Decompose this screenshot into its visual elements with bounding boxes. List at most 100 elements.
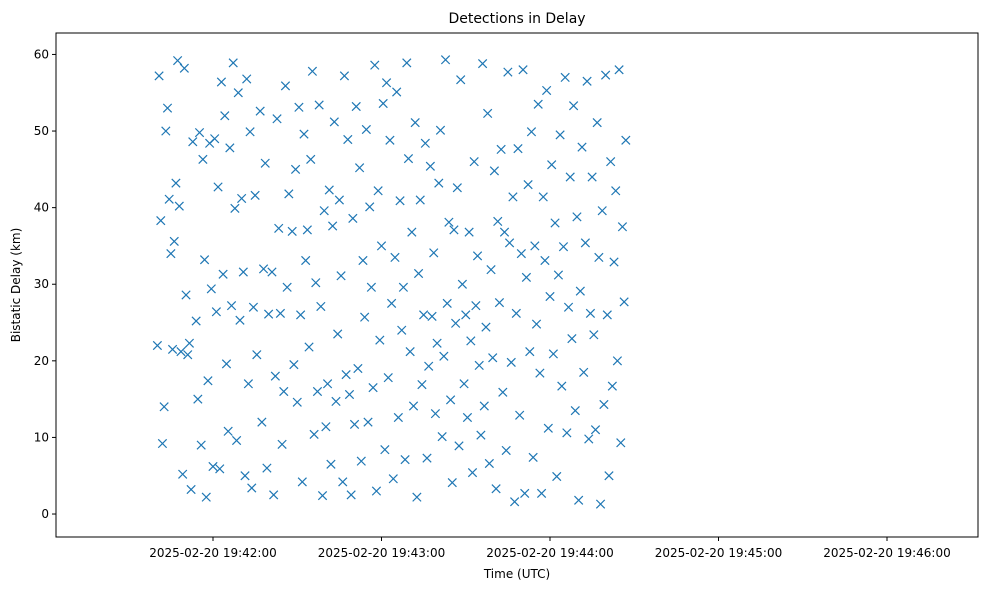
data-point	[496, 144, 506, 155]
data-point	[435, 125, 446, 135]
data-point	[447, 477, 457, 488]
data-point	[538, 192, 548, 202]
data-point	[595, 499, 606, 509]
data-point	[400, 455, 410, 465]
data-point	[309, 429, 319, 439]
data-point	[552, 471, 562, 482]
data-point	[442, 298, 452, 309]
data-point	[361, 124, 371, 135]
y-tick-label: 40	[34, 201, 49, 215]
data-point	[203, 376, 213, 386]
data-point	[525, 347, 535, 357]
data-point	[437, 432, 447, 442]
data-point	[474, 360, 484, 371]
data-point	[494, 297, 505, 308]
data-point	[228, 58, 238, 68]
data-point	[466, 336, 476, 346]
data-point	[385, 135, 395, 145]
data-point	[543, 423, 553, 433]
data-point	[277, 439, 287, 449]
data-point	[513, 144, 523, 154]
data-point	[156, 216, 166, 226]
data-point	[488, 353, 498, 363]
data-point	[486, 265, 496, 275]
data-point	[314, 100, 324, 110]
data-point	[304, 342, 314, 352]
data-point	[516, 248, 526, 259]
data-point	[395, 196, 405, 206]
data-point	[540, 255, 550, 266]
data-point	[331, 396, 341, 407]
x-tick-label: 2025-02-20 19:42:00	[149, 546, 276, 560]
data-point	[422, 453, 432, 463]
data-point	[248, 302, 259, 312]
data-point	[215, 464, 225, 474]
data-point	[237, 193, 247, 204]
data-point	[491, 484, 501, 494]
data-point	[164, 194, 174, 204]
x-axis-ticks: 2025-02-20 19:42:00 2025-02-20 19:43:00 20…	[149, 537, 951, 560]
data-point	[580, 238, 591, 248]
data-point	[174, 201, 184, 211]
data-point	[526, 127, 537, 137]
data-point	[398, 282, 409, 292]
data-point	[316, 301, 326, 312]
data-point	[562, 428, 572, 438]
data-point	[193, 394, 203, 404]
data-point	[531, 319, 542, 329]
data-point	[233, 88, 243, 98]
data-point	[484, 458, 494, 469]
data-point	[619, 297, 629, 307]
data-point	[272, 114, 282, 124]
data-point	[198, 154, 208, 165]
data-point	[311, 278, 321, 288]
data-point	[238, 267, 248, 277]
data-point	[432, 338, 442, 348]
x-tick-label: 2025-02-20 19:44:00	[486, 546, 613, 560]
data-point	[289, 360, 299, 370]
data-point	[600, 70, 611, 80]
data-point	[462, 412, 473, 423]
data-point	[188, 137, 198, 147]
data-point	[243, 379, 254, 389]
data-point	[393, 412, 403, 423]
data-point	[590, 425, 601, 435]
data-point	[420, 138, 430, 148]
data-point	[530, 241, 540, 251]
data-point	[594, 252, 604, 263]
data-point	[464, 227, 474, 237]
data-point	[381, 78, 392, 88]
data-point	[383, 373, 393, 383]
data-point	[371, 486, 382, 496]
data-point	[574, 495, 584, 505]
data-point	[334, 195, 344, 205]
data-point	[154, 71, 164, 81]
data-point	[194, 127, 205, 138]
data-point	[589, 330, 599, 340]
data-point	[403, 153, 414, 164]
data-point	[555, 130, 565, 140]
data-point	[319, 206, 329, 216]
data-point	[577, 142, 587, 152]
data-point	[275, 308, 286, 318]
data-point	[279, 386, 289, 397]
y-tick-label: 10	[34, 430, 49, 444]
data-point	[557, 381, 567, 391]
x-axis-label: Time (UTC)	[483, 567, 550, 581]
data-point	[498, 387, 508, 397]
data-point	[201, 492, 211, 502]
data-point	[429, 248, 439, 258]
data-point	[257, 417, 267, 427]
data-point	[506, 357, 516, 367]
data-point	[520, 488, 530, 498]
data-point	[579, 367, 589, 377]
data-point	[425, 161, 435, 171]
data-point	[184, 338, 195, 348]
data-point	[604, 471, 614, 481]
data-point	[568, 101, 579, 111]
data-point	[410, 117, 420, 128]
data-point	[250, 190, 260, 201]
data-point	[169, 236, 179, 246]
data-point	[501, 445, 511, 456]
